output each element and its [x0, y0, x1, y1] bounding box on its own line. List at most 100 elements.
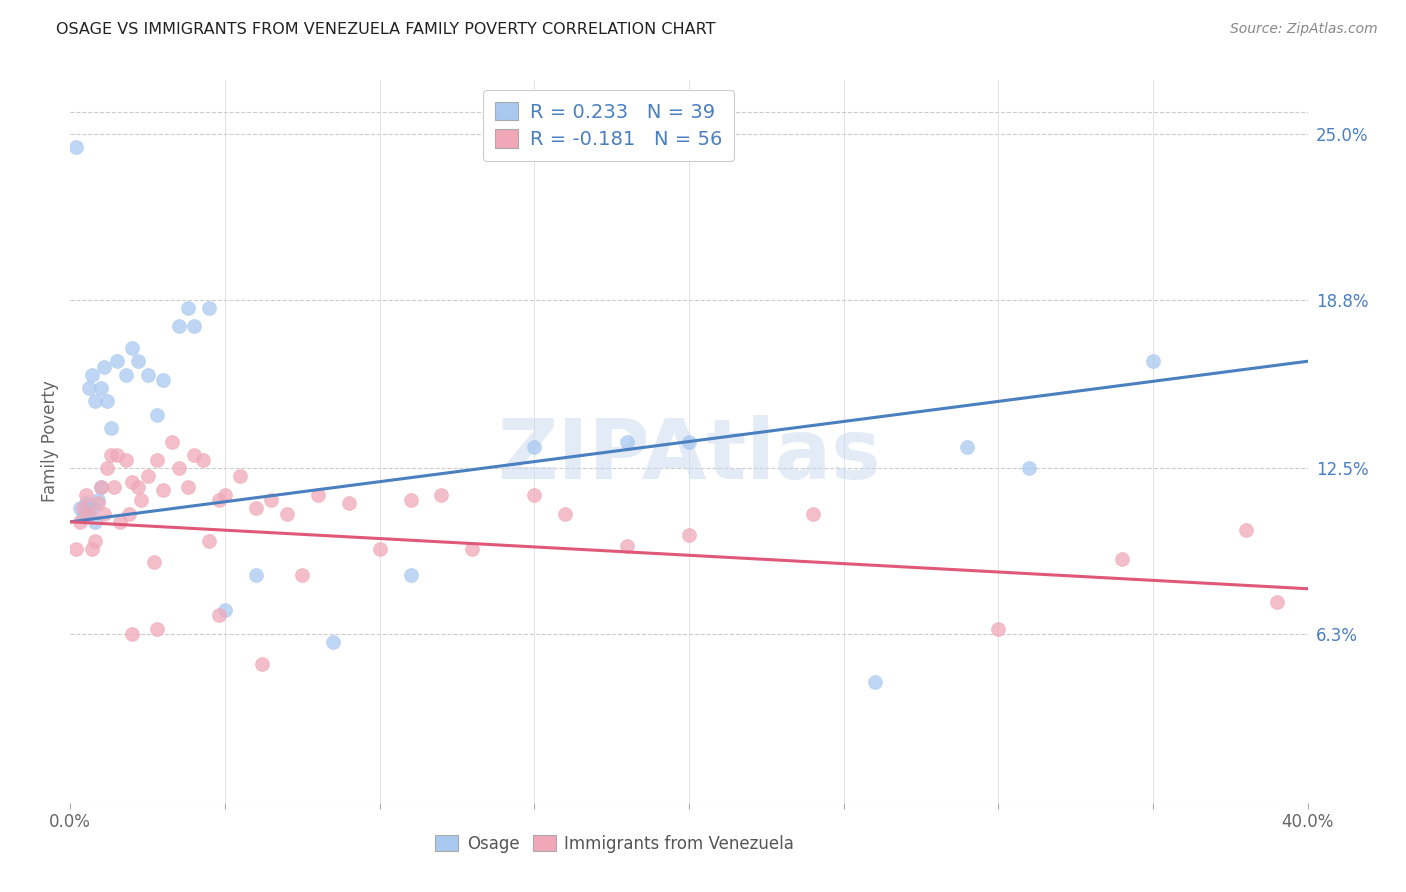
Point [183, 448, 205, 462]
Point [80, 541, 103, 556]
Point [146, 622, 169, 636]
Point [142, 555, 165, 569]
Point [678, 528, 700, 542]
Point [245, 568, 267, 582]
Point [554, 507, 576, 521]
Point [616, 434, 638, 449]
Point [177, 301, 200, 315]
Point [1142, 354, 1164, 368]
Point [307, 488, 329, 502]
Point [208, 493, 231, 508]
Point [616, 539, 638, 553]
Point [105, 448, 128, 462]
Point [100, 448, 122, 462]
Point [121, 341, 143, 355]
Point [105, 354, 128, 368]
Point [399, 568, 422, 582]
Text: ZIPAtlas: ZIPAtlas [496, 416, 882, 497]
Point [75, 507, 97, 521]
Point [87, 496, 110, 510]
Point [276, 507, 298, 521]
Point [523, 440, 546, 454]
Point [260, 493, 283, 508]
Point [167, 461, 190, 475]
Text: Source: ZipAtlas.com: Source: ZipAtlas.com [1230, 22, 1378, 37]
Point [956, 440, 979, 454]
Point [69, 501, 91, 516]
Point [93, 507, 115, 521]
Point [72, 501, 94, 516]
Point [337, 496, 360, 510]
Point [250, 657, 273, 671]
Point [118, 507, 141, 521]
Point [77, 507, 100, 521]
Point [108, 515, 131, 529]
Point [121, 627, 143, 641]
Point [863, 675, 886, 690]
Point [461, 541, 484, 556]
Point [127, 480, 149, 494]
Point [90, 480, 112, 494]
Point [100, 421, 122, 435]
Point [208, 608, 231, 623]
Point [229, 469, 252, 483]
Point [291, 568, 314, 582]
Point [987, 622, 1010, 636]
Point [72, 509, 94, 524]
Point [162, 434, 184, 449]
Point [678, 434, 700, 449]
Point [146, 453, 169, 467]
Point [131, 493, 153, 508]
Point [177, 480, 200, 494]
Point [1265, 595, 1288, 609]
Point [80, 368, 103, 382]
Point [127, 354, 149, 368]
Point [198, 533, 221, 548]
Point [103, 480, 125, 494]
Point [368, 541, 391, 556]
Point [193, 453, 215, 467]
Point [80, 501, 103, 516]
Point [198, 301, 221, 315]
Point [399, 493, 422, 508]
Point [115, 368, 138, 382]
Point [152, 373, 174, 387]
Legend: Osage, Immigrants from Venezuela: Osage, Immigrants from Venezuela [429, 828, 801, 860]
Point [115, 453, 138, 467]
Point [84, 394, 107, 409]
Point [167, 319, 190, 334]
Point [75, 488, 97, 502]
Point [87, 493, 110, 508]
Point [65, 140, 87, 154]
Point [152, 483, 174, 497]
Point [84, 533, 107, 548]
Point [75, 496, 97, 510]
Point [69, 515, 91, 529]
Point [121, 475, 143, 489]
Point [84, 515, 107, 529]
Point [1111, 552, 1133, 566]
Point [90, 381, 112, 395]
Point [183, 319, 205, 334]
Point [136, 469, 159, 483]
Point [801, 507, 824, 521]
Point [96, 461, 118, 475]
Point [90, 480, 112, 494]
Point [1018, 461, 1040, 475]
Point [245, 501, 267, 516]
Point [77, 381, 100, 395]
Point [96, 394, 118, 409]
Point [65, 541, 87, 556]
Point [146, 408, 169, 422]
Point [214, 603, 236, 617]
Point [93, 359, 115, 374]
Point [523, 488, 546, 502]
Point [430, 488, 453, 502]
Point [1234, 523, 1257, 537]
Y-axis label: Family Poverty: Family Poverty [41, 381, 59, 502]
Text: OSAGE VS IMMIGRANTS FROM VENEZUELA FAMILY POVERTY CORRELATION CHART: OSAGE VS IMMIGRANTS FROM VENEZUELA FAMIL… [56, 22, 716, 37]
Point [214, 488, 236, 502]
Point [136, 368, 159, 382]
Point [322, 635, 344, 649]
Point [77, 501, 100, 516]
